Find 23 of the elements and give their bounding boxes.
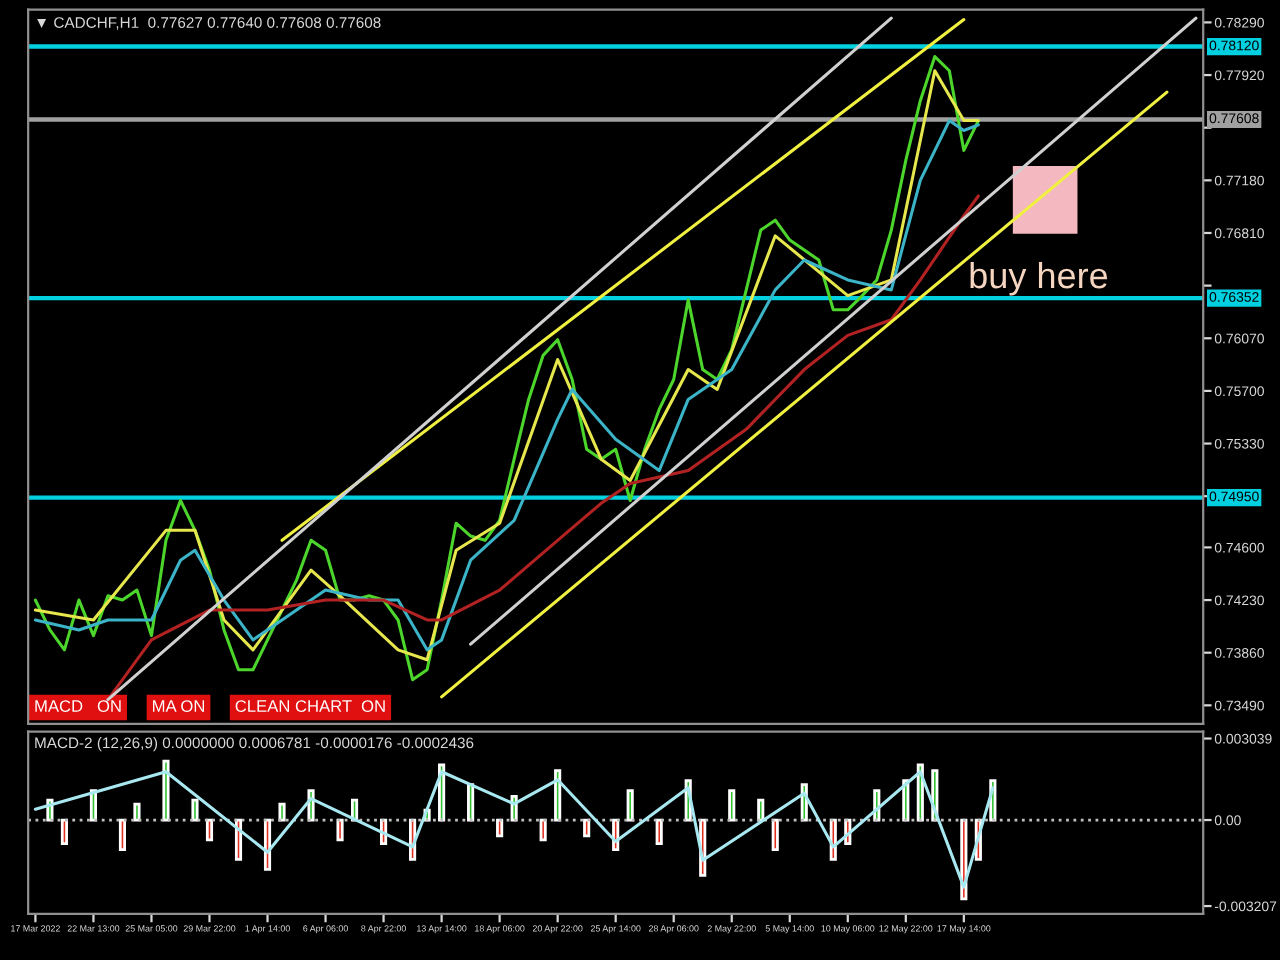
bar: [205, 818, 214, 842]
bar: [60, 818, 68, 846]
bar: [626, 789, 634, 822]
bar: [467, 783, 475, 822]
bar: [728, 789, 736, 822]
annotation: MACD ON: [35, 700, 121, 712]
bar: [191, 798, 199, 822]
bar: [336, 818, 344, 842]
bar: [583, 818, 591, 838]
bar: [771, 818, 779, 851]
bar: [118, 818, 127, 851]
annotation: MA ON: [153, 700, 205, 712]
annotation: CLEAN CHART ON: [235, 700, 385, 712]
line-series: [33, 770, 995, 889]
bar: [539, 818, 547, 842]
bar: [655, 818, 663, 846]
bar: [554, 769, 562, 822]
bar: [496, 818, 504, 838]
bar: [133, 802, 141, 822]
bar: [162, 759, 170, 822]
bar: [278, 802, 286, 822]
annotation: buy here: [970, 261, 1108, 296]
bar: [757, 798, 765, 822]
